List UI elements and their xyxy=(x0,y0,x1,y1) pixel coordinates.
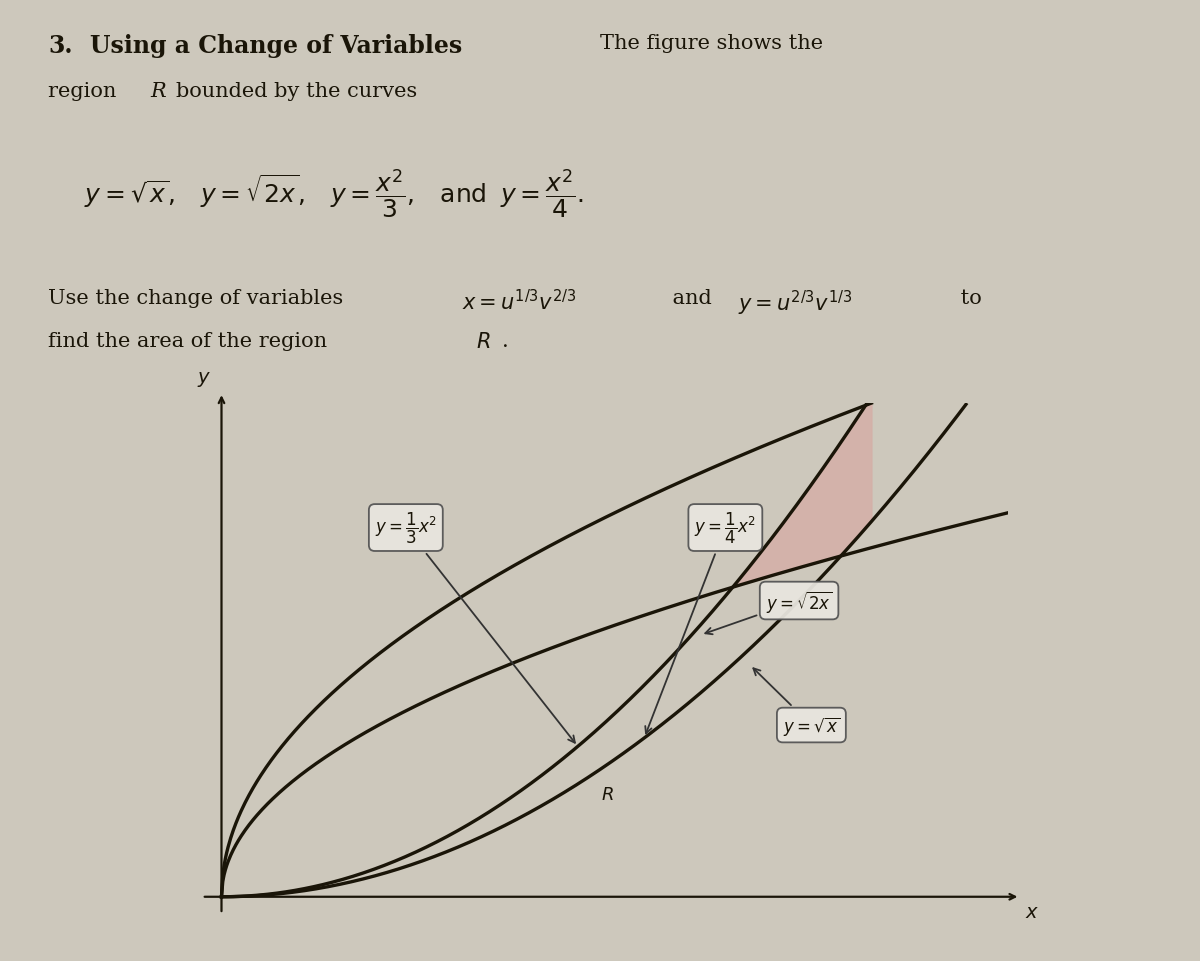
Text: 3.: 3. xyxy=(48,34,72,58)
Text: $R$: $R$ xyxy=(476,332,491,352)
Text: bounded by the curves: bounded by the curves xyxy=(176,82,418,101)
Text: $x = u^{1/3}v^{2/3}$: $x = u^{1/3}v^{2/3}$ xyxy=(462,288,576,313)
Text: $y = \dfrac{1}{4}x^2$: $y = \dfrac{1}{4}x^2$ xyxy=(646,510,756,733)
Text: $x$: $x$ xyxy=(1025,902,1039,921)
Text: $y = \dfrac{1}{3}x^2$: $y = \dfrac{1}{3}x^2$ xyxy=(374,510,575,743)
Text: $R$: $R$ xyxy=(601,785,613,802)
Text: to: to xyxy=(954,288,982,308)
Text: Using a Change of Variables: Using a Change of Variables xyxy=(90,34,462,58)
Text: The figure shows the: The figure shows the xyxy=(600,34,823,53)
Text: $y = u^{2/3}v^{1/3}$: $y = u^{2/3}v^{1/3}$ xyxy=(738,288,852,317)
Text: $y$: $y$ xyxy=(197,370,211,388)
Text: find the area of the region: find the area of the region xyxy=(48,332,334,351)
Text: R: R xyxy=(150,82,166,101)
Text: $y = \sqrt{x}$: $y = \sqrt{x}$ xyxy=(754,669,840,737)
Text: Use the change of variables: Use the change of variables xyxy=(48,288,350,308)
Text: region: region xyxy=(48,82,124,101)
Text: .: . xyxy=(502,332,509,351)
Text: and: and xyxy=(666,288,719,308)
Text: $y = \sqrt{2x}$: $y = \sqrt{2x}$ xyxy=(706,588,833,634)
Text: $y = \sqrt{x},\;\;\; y = \sqrt{2x},\;\;\; y = \dfrac{x^2}{3},\;\;\;$$\mathrm{and: $y = \sqrt{x},\;\;\; y = \sqrt{2x},\;\;\… xyxy=(84,168,584,221)
